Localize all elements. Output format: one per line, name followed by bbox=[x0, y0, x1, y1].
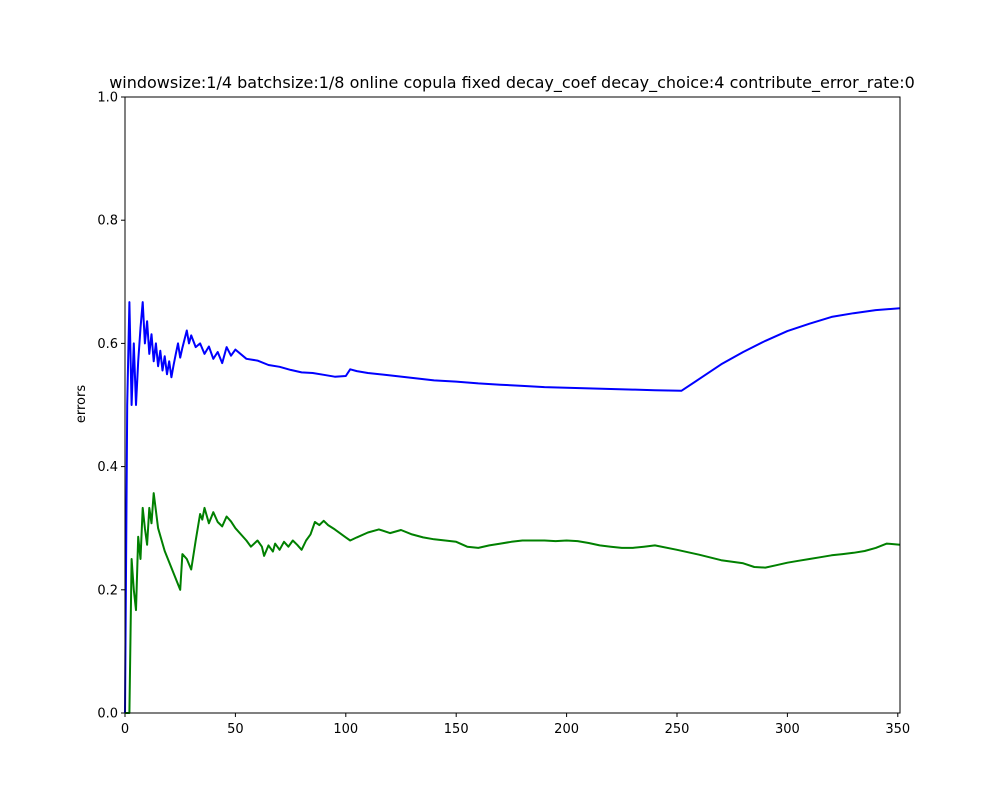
x-tick-label: 100 bbox=[333, 722, 358, 737]
x-tick-label: 50 bbox=[227, 722, 244, 737]
series-lines bbox=[124, 301, 901, 714]
y-tick-label: 0.6 bbox=[97, 337, 118, 352]
x-tick-label: 0 bbox=[121, 722, 129, 737]
y-axis-ticks: 0.0 0.2 0.4 0.6 0.8 1.0 bbox=[97, 91, 125, 722]
x-tick-label: 300 bbox=[775, 722, 800, 737]
x-tick-label: 250 bbox=[665, 722, 690, 737]
x-tick-label: 150 bbox=[444, 722, 469, 737]
y-tick-label: 0.0 bbox=[97, 707, 118, 722]
y-tick-label: 0.8 bbox=[97, 214, 118, 229]
y-tick-label: 0.2 bbox=[97, 583, 118, 598]
x-axis-ticks: 0 50 100 150 200 250 300 350 bbox=[121, 713, 910, 737]
series-line-green bbox=[125, 492, 901, 714]
y-axis-label: errors bbox=[74, 385, 89, 423]
x-tick-label: 350 bbox=[885, 722, 910, 737]
series-line-blue bbox=[124, 301, 901, 714]
chart-title: windowsize:1/4 batchsize:1/8 online copu… bbox=[109, 73, 915, 93]
x-tick-label: 200 bbox=[554, 722, 579, 737]
y-tick-label: 0.4 bbox=[97, 460, 118, 475]
y-tick-label: 1.0 bbox=[97, 91, 118, 106]
plot-area-frame bbox=[124, 96, 901, 714]
